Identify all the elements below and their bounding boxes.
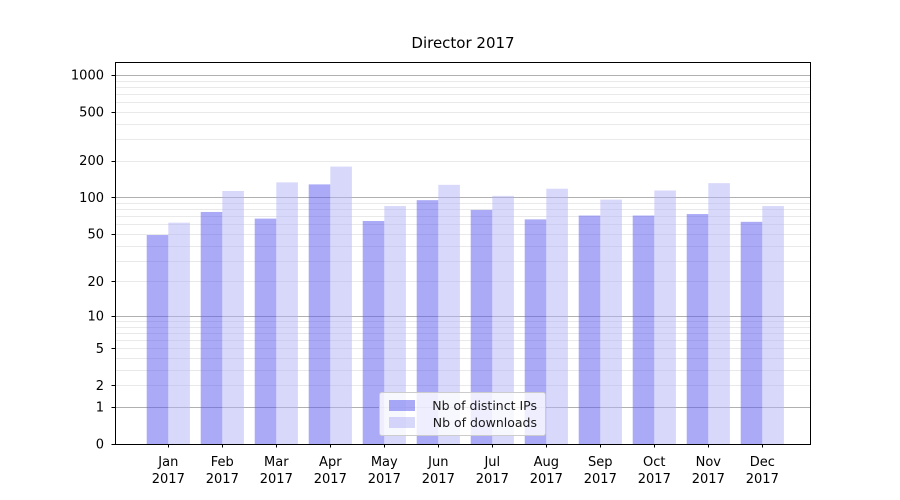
legend: Nb of distinct IPs Nb of downloads [379, 392, 546, 436]
bar-distinct-ips [200, 211, 223, 444]
y-tick-label: 20 [87, 275, 104, 290]
x-tick-label-year: 2017 [746, 472, 779, 487]
bar-downloads [708, 183, 730, 444]
bar-downloads [222, 191, 244, 444]
x-tick-label-month: Jul [483, 455, 500, 470]
x-tick-label-month: Oct [643, 455, 665, 470]
x-tick-label-month: Dec [750, 455, 775, 470]
y-tick-label: 100 [79, 191, 104, 206]
y-tick-label: 0 [96, 438, 104, 453]
bar-distinct-ips [254, 218, 277, 444]
bar-downloads [384, 206, 406, 444]
bar-downloads [654, 190, 676, 444]
x-tick-label-year: 2017 [584, 472, 617, 487]
x-tick-label-month: Mar [264, 455, 289, 470]
bar-distinct-ips [308, 184, 331, 444]
x-tick-label-month: Nov [696, 455, 722, 470]
bar-downloads [492, 195, 514, 444]
bar-distinct-ips [524, 219, 547, 444]
y-tick-label: 50 [87, 227, 104, 242]
legend-label-downloads: Nb of downloads [432, 415, 537, 430]
bar-distinct-ips [362, 221, 385, 444]
bar-downloads [762, 206, 784, 444]
legend-swatch-distinct-ips [389, 400, 415, 411]
chart-title: Director 2017 [411, 34, 515, 52]
bar-downloads [168, 222, 190, 444]
bar-distinct-ips [740, 221, 763, 444]
x-tick-label-year: 2017 [206, 472, 239, 487]
x-tick-label-year: 2017 [422, 472, 455, 487]
y-tick-label: 2 [96, 379, 104, 394]
y-tick-label: 10 [87, 309, 104, 324]
x-tick-label-month: Jan [157, 455, 178, 470]
bar-downloads [330, 166, 352, 444]
bar-downloads [600, 199, 622, 444]
x-tick-label-month: Feb [211, 455, 234, 470]
bar-distinct-ips [416, 200, 439, 444]
x-tick-label-month: Sep [588, 455, 613, 470]
x-tick-label-month: Aug [534, 455, 559, 470]
bar-downloads [546, 188, 568, 444]
y-tick-label: 5 [96, 342, 104, 357]
y-tick-label: 200 [79, 154, 104, 169]
y-tick-label: 1 [96, 400, 104, 415]
bar-downloads [276, 182, 298, 445]
bar-distinct-ips [146, 235, 169, 444]
legend-swatch-downloads [389, 417, 415, 428]
x-tick-label-month: May [371, 455, 398, 470]
x-tick-label-month: Apr [319, 455, 342, 470]
bar-distinct-ips [632, 215, 655, 444]
plot-border [115, 62, 811, 445]
x-tick-label-year: 2017 [314, 472, 347, 487]
x-tick-label-month: Jun [427, 455, 448, 470]
x-tick-label-year: 2017 [260, 472, 293, 487]
x-tick-label-year: 2017 [476, 472, 509, 487]
x-tick-label-year: 2017 [152, 472, 185, 487]
legend-item-downloads: Nb of downloads [389, 415, 537, 430]
legend-label-distinct-ips: Nb of distinct IPs [432, 398, 537, 413]
bar-distinct-ips [470, 209, 493, 444]
bar-downloads [438, 184, 460, 444]
x-tick-label-year: 2017 [368, 472, 401, 487]
x-tick-label-year: 2017 [530, 472, 563, 487]
y-tick-label: 1000 [71, 68, 104, 83]
y-tick-label: 500 [79, 105, 104, 120]
legend-item-distinct-ips: Nb of distinct IPs [389, 398, 537, 413]
x-tick-label-year: 2017 [692, 472, 725, 487]
x-tick-label-year: 2017 [638, 472, 671, 487]
bar-distinct-ips [686, 214, 709, 444]
bar-distinct-ips [578, 215, 601, 444]
